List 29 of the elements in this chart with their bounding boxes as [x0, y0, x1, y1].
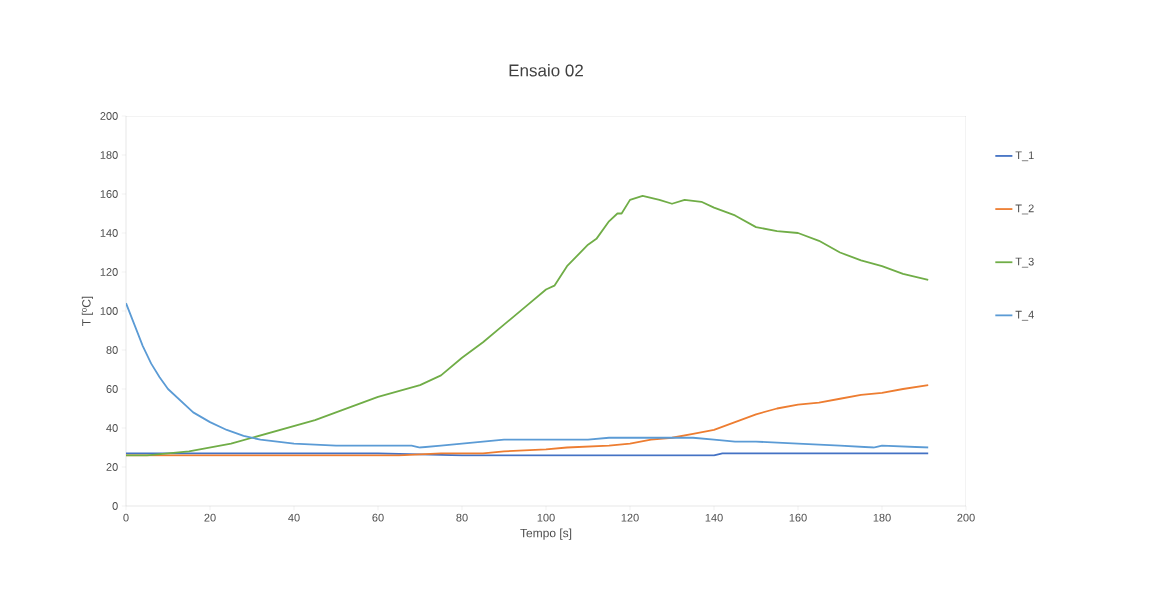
y-tick-label: 0: [112, 502, 118, 510]
y-axis-title: T [ºC]: [81, 296, 93, 326]
x-tick-label: 80: [456, 513, 468, 522]
chart-title: Ensaio 02: [509, 63, 583, 77]
x-tick-label: 180: [873, 513, 891, 522]
legend-label: T_1: [1015, 151, 1034, 162]
x-tick-label: 20: [204, 513, 216, 522]
y-tick-label: 60: [106, 385, 118, 393]
y-tick-label: 100: [100, 307, 118, 315]
y-tick-label: 20: [106, 463, 118, 471]
y-tick-label: 120: [100, 268, 118, 276]
legend-label: T_2: [1015, 204, 1034, 215]
x-tick-label: 160: [789, 513, 807, 522]
y-tick-label: 180: [100, 151, 118, 159]
y-tick-label: 140: [100, 229, 118, 237]
x-tick-label: 0: [123, 513, 129, 522]
x-axis-title: Tempo [s]: [520, 528, 572, 540]
x-tick-label: 100: [537, 513, 555, 522]
x-tick-label: 60: [372, 513, 384, 522]
x-tick-label: 120: [621, 513, 639, 522]
y-tick-label: 200: [100, 112, 118, 120]
legend-label: T_3: [1015, 257, 1034, 268]
y-tick-label: 80: [106, 346, 118, 354]
legend-label: T_4: [1015, 310, 1034, 321]
x-tick-label: 140: [705, 513, 723, 522]
y-tick-label: 160: [100, 190, 118, 198]
y-tick-label: 40: [106, 424, 118, 432]
x-tick-label: 40: [288, 513, 300, 522]
x-tick-label: 200: [957, 513, 975, 522]
